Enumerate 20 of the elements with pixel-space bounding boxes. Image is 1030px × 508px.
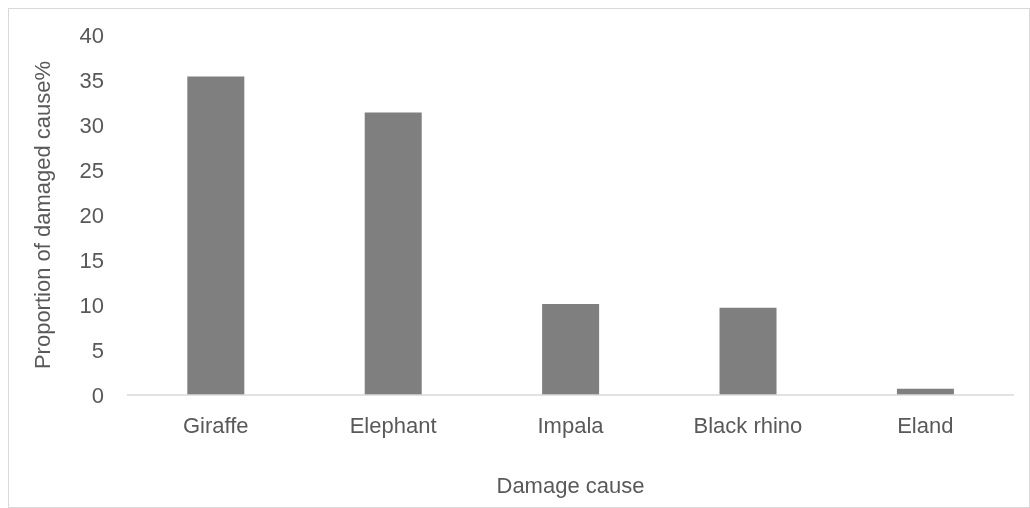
x-axis-title: Damage cause [496, 472, 645, 498]
x-tick-label: Elephant [349, 412, 437, 438]
y-tick-label: 30 [79, 112, 104, 138]
y-tick-label: 0 [91, 382, 104, 408]
x-tick-label: Eland [897, 412, 954, 438]
bar [187, 76, 245, 395]
x-tick-label: Black rhino [693, 412, 803, 438]
y-tick-label: 35 [79, 67, 104, 93]
y-tick-label: 5 [91, 337, 104, 363]
bar [364, 112, 422, 395]
y-tick-label: 40 [79, 22, 104, 48]
y-tick-label: 20 [79, 202, 104, 228]
x-tick-label: Impala [537, 412, 605, 438]
y-tick-label: 25 [79, 157, 104, 183]
y-tick-label: 10 [79, 292, 104, 318]
y-axis-title: Proportion of damaged cause% [29, 60, 55, 370]
x-tick-label: Giraffe [182, 412, 249, 438]
bar [542, 304, 600, 395]
y-tick-label: 15 [79, 247, 104, 273]
bar [719, 307, 777, 395]
